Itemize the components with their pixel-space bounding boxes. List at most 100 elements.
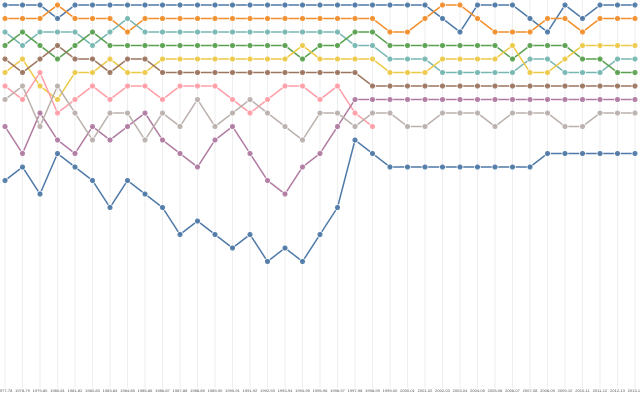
x-tick-label: 2002-03 <box>435 388 450 393</box>
x-tick-label: 1993-94 <box>278 388 293 393</box>
point <box>19 163 26 171</box>
point <box>229 96 236 103</box>
x-tick-label: 1982-83 <box>85 388 100 393</box>
point <box>299 258 306 265</box>
point <box>421 42 429 49</box>
point <box>71 150 79 157</box>
point <box>351 136 359 144</box>
point <box>631 69 639 76</box>
point <box>544 42 551 49</box>
point <box>1 82 9 90</box>
point <box>106 136 114 144</box>
point <box>89 1 96 9</box>
point <box>54 136 61 144</box>
point <box>176 69 184 76</box>
point <box>299 1 306 9</box>
point <box>19 69 26 76</box>
point <box>456 42 464 49</box>
point <box>246 150 254 157</box>
point <box>89 136 96 144</box>
point <box>264 42 271 49</box>
point <box>579 15 586 22</box>
point <box>421 96 429 103</box>
point <box>526 15 534 22</box>
point <box>596 150 604 157</box>
point <box>176 1 184 9</box>
point <box>631 1 639 9</box>
point <box>456 55 464 63</box>
point <box>526 109 534 117</box>
point <box>334 55 341 63</box>
point <box>404 82 411 90</box>
point <box>474 96 481 103</box>
point <box>316 231 324 238</box>
point <box>509 82 516 90</box>
point <box>106 55 114 63</box>
point <box>386 1 394 9</box>
point <box>509 96 516 103</box>
point <box>246 96 254 103</box>
point <box>491 82 499 90</box>
point <box>456 96 464 103</box>
point <box>229 28 236 36</box>
point <box>141 109 149 117</box>
point <box>89 28 96 36</box>
point <box>579 123 586 130</box>
point <box>89 123 96 130</box>
point <box>334 123 341 130</box>
point <box>54 82 61 90</box>
point <box>176 231 184 238</box>
point <box>89 177 96 184</box>
x-tick-label: 1980-81 <box>50 388 65 393</box>
point <box>509 163 516 171</box>
point <box>509 42 516 49</box>
point <box>596 55 604 63</box>
point <box>106 15 114 22</box>
point <box>386 109 394 117</box>
point <box>281 15 289 22</box>
x-tick-label: 1999-00 <box>383 388 398 393</box>
point <box>106 1 114 9</box>
point <box>89 82 96 90</box>
point <box>474 82 481 90</box>
x-tick-label: 1985-86 <box>138 388 153 393</box>
point <box>264 15 271 22</box>
point <box>316 1 324 9</box>
point <box>544 28 551 36</box>
point <box>124 28 131 36</box>
point <box>211 69 219 76</box>
point <box>281 55 289 63</box>
point <box>316 15 324 22</box>
point <box>369 150 376 157</box>
point <box>526 82 534 90</box>
point <box>351 96 359 103</box>
point <box>19 1 26 9</box>
point <box>544 15 551 22</box>
point <box>36 69 44 76</box>
point <box>281 69 289 76</box>
point <box>246 69 254 76</box>
point <box>369 28 376 36</box>
x-tick-label: 2003-04 <box>453 388 468 393</box>
point <box>544 96 551 103</box>
point <box>246 55 254 63</box>
point <box>596 109 604 117</box>
point <box>36 15 44 22</box>
point <box>491 69 499 76</box>
point <box>211 123 219 130</box>
point <box>369 123 376 130</box>
point <box>579 150 586 157</box>
point <box>456 109 464 117</box>
point <box>421 163 429 171</box>
point <box>439 96 446 103</box>
point <box>211 231 219 238</box>
point <box>631 82 639 90</box>
point <box>194 96 201 103</box>
point <box>36 55 44 63</box>
point <box>544 55 551 63</box>
x-tick-label: 1991-92 <box>243 388 258 393</box>
point <box>579 55 586 63</box>
point <box>526 163 534 171</box>
point <box>159 1 166 9</box>
series-line <box>4 70 373 128</box>
